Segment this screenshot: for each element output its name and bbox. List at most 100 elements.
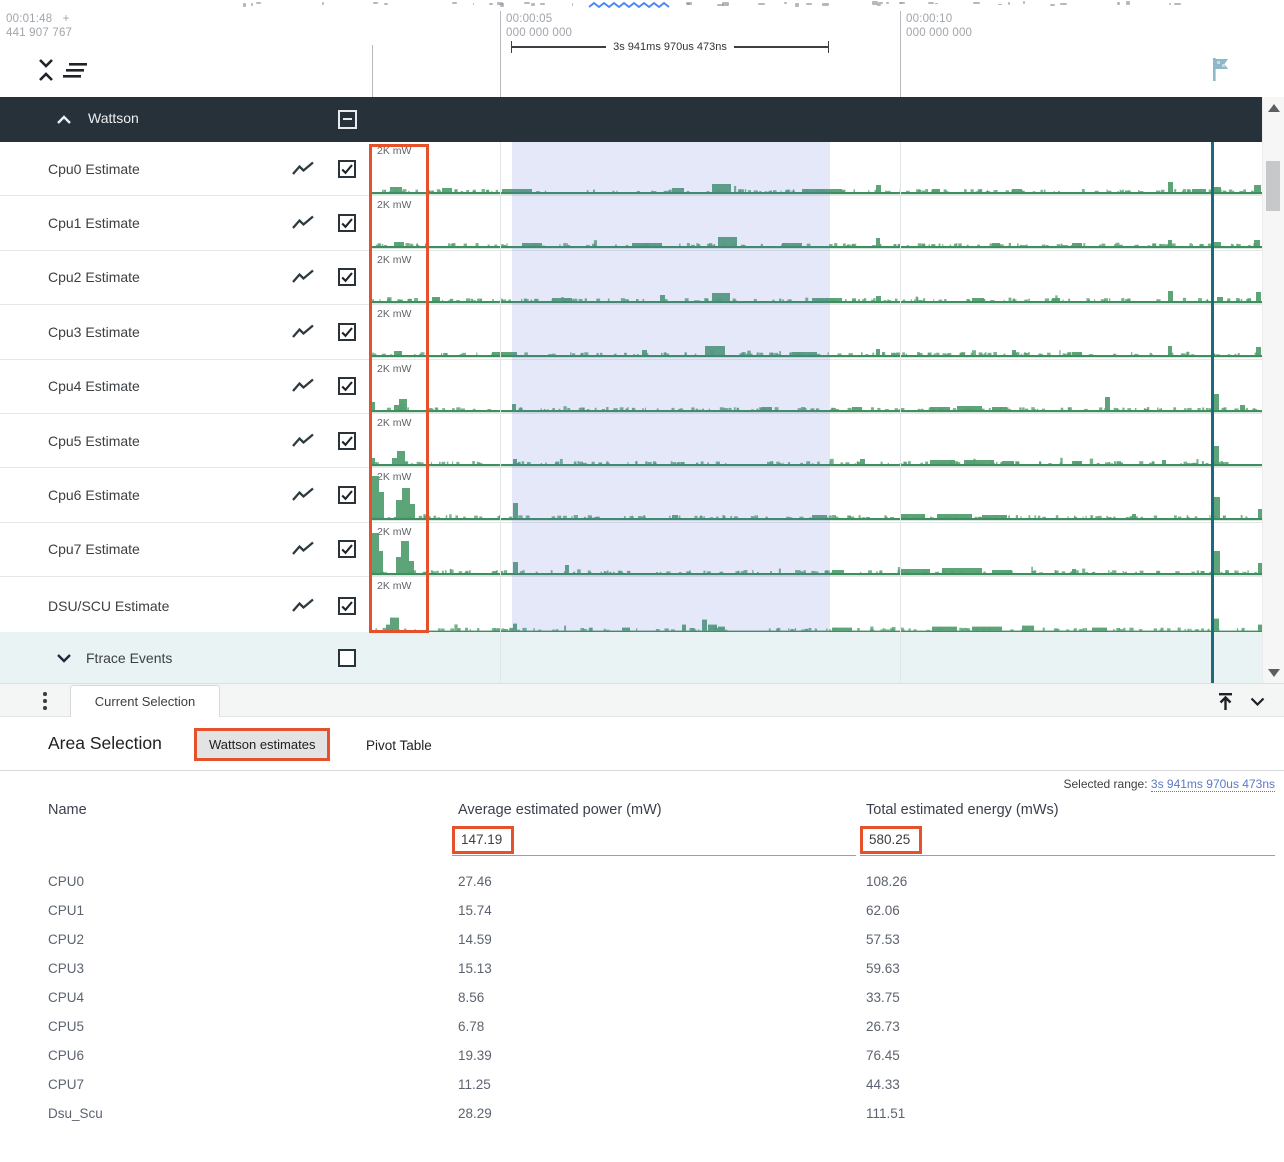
area-selection-panel: Area Selection Wattson estimates Pivot T… xyxy=(0,717,1284,1162)
table-row[interactable]: CPU4 8.56 33.75 xyxy=(0,983,1284,1012)
line-chart-icon xyxy=(292,542,314,556)
cell-avg-power: 15.13 xyxy=(458,961,492,976)
checkbox-checked[interactable] xyxy=(338,431,356,450)
scrollbar-thumb[interactable] xyxy=(1266,161,1280,211)
cell-name: CPU7 xyxy=(48,1077,85,1092)
checkbox-checked[interactable] xyxy=(338,377,356,396)
chevron-down-icon[interactable] xyxy=(1250,697,1265,706)
chevron-up-icon[interactable] xyxy=(56,115,72,125)
checkbox-checked[interactable] xyxy=(338,268,356,287)
table-row[interactable]: CPU2 14.59 57.53 xyxy=(0,925,1284,954)
power-estimate-waveform[interactable] xyxy=(372,522,1262,576)
track-row-cpu6-estimate[interactable]: Cpu6 Estimate 2K mW xyxy=(0,467,1262,523)
table-row[interactable]: CPU5 6.78 26.73 xyxy=(0,1012,1284,1041)
track-row-cpu4-estimate[interactable]: Cpu4 Estimate 2K mW xyxy=(0,359,1262,414)
power-estimate-waveform[interactable] xyxy=(372,467,1262,521)
track-row-cpu7-estimate[interactable]: Cpu7 Estimate 2K mW xyxy=(0,522,1262,578)
table-row[interactable]: CPU3 15.13 59.63 xyxy=(0,954,1284,983)
clipped-glyph-mark xyxy=(1168,2,1172,5)
cell-total-energy: 62.06 xyxy=(866,903,900,918)
clipped-glyph-mark xyxy=(899,2,906,5)
clipped-glyph-mark xyxy=(877,3,881,6)
power-estimate-waveform[interactable] xyxy=(372,195,1262,249)
cell-avg-power: 6.78 xyxy=(458,1019,485,1034)
cell-name: CPU1 xyxy=(48,903,85,918)
power-estimate-waveform[interactable] xyxy=(372,141,1262,195)
cell-name: CPU2 xyxy=(48,932,85,947)
power-estimate-waveform[interactable] xyxy=(372,576,1262,634)
area-selection-overlay[interactable] xyxy=(512,142,830,632)
power-estimate-waveform[interactable] xyxy=(372,359,1262,413)
collapse-tracks-icon[interactable] xyxy=(37,56,55,84)
clipped-glyph-mark xyxy=(758,2,766,6)
checkbox-checked[interactable] xyxy=(338,596,356,615)
clipped-glyph-mark xyxy=(1060,2,1068,5)
clipped-glyph-mark xyxy=(927,1,935,5)
timeline-gridline xyxy=(900,142,901,683)
group-title: Wattson xyxy=(88,110,139,126)
track-group-ftrace-events[interactable]: Ftrace Events xyxy=(0,632,1262,683)
group-title: Ftrace Events xyxy=(86,649,173,666)
track-row-cpu3-estimate[interactable]: Cpu3 Estimate 2K mW xyxy=(0,304,1262,360)
power-estimate-waveform[interactable] xyxy=(372,304,1262,358)
table-row[interactable]: CPU7 11.25 44.33 xyxy=(0,1070,1284,1099)
cell-total-energy: 76.45 xyxy=(866,1048,900,1063)
line-chart-icon xyxy=(292,324,314,338)
table-row[interactable]: CPU0 27.46 108.26 xyxy=(0,867,1284,896)
tab-wattson-estimates[interactable]: Wattson estimates xyxy=(197,731,328,758)
cell-total-energy: 108.26 xyxy=(866,874,908,889)
selected-range-link[interactable]: 3s 941ms 970us 473ns xyxy=(1150,777,1275,792)
cell-avg-power: 11.25 xyxy=(458,1077,491,1092)
checkbox-indeterminate[interactable] xyxy=(338,110,357,129)
cell-total-energy: 44.33 xyxy=(866,1077,900,1092)
sort-tracks-icon[interactable] xyxy=(62,62,88,79)
track-group-wattson[interactable]: Wattson xyxy=(0,97,1262,142)
scrollbar-down-arrow[interactable] xyxy=(1268,669,1280,677)
power-estimate-waveform[interactable] xyxy=(372,413,1262,467)
line-chart-icon xyxy=(292,433,314,447)
checkbox-empty[interactable] xyxy=(338,648,356,667)
selection-duration-ruler: 3s 941ms 970us 473ns xyxy=(511,40,829,54)
table-row[interactable]: Dsu_Scu 28.29 111.51 xyxy=(0,1099,1284,1128)
checkbox-checked[interactable] xyxy=(338,214,356,233)
clipped-glyph-mark xyxy=(383,2,389,6)
checkbox-checked[interactable] xyxy=(338,322,356,341)
timeline-scrollbar[interactable] xyxy=(1262,97,1284,683)
track-title: Cpu2 Estimate xyxy=(48,269,140,286)
track-scale-label: 2K mW xyxy=(377,308,412,321)
checkbox-checked[interactable] xyxy=(338,486,356,505)
tab-current-selection[interactable]: Current Selection xyxy=(70,685,220,717)
track-title: Cpu0 Estimate xyxy=(48,160,140,177)
tab-pivot-table[interactable]: Pivot Table xyxy=(366,738,432,753)
cell-avg-power: 8.56 xyxy=(458,990,485,1005)
flag-icon[interactable] xyxy=(1211,57,1232,81)
kebab-menu-icon[interactable] xyxy=(42,691,48,711)
track-row-cpu5-estimate[interactable]: Cpu5 Estimate 2K mW xyxy=(0,413,1262,469)
clipped-glyph-mark xyxy=(934,2,938,5)
column-header-name: Name xyxy=(48,802,87,818)
clipped-glyph-mark xyxy=(1023,1,1025,5)
track-scale-label: 2K mW xyxy=(377,417,412,429)
track-row-cpu0-estimate[interactable]: Cpu0 Estimate 2K mW xyxy=(0,141,1262,197)
power-estimate-waveform[interactable] xyxy=(372,250,1262,304)
clipped-glyph-mark xyxy=(489,2,493,5)
track-row-cpu2-estimate[interactable]: Cpu2 Estimate 2K mW xyxy=(0,250,1262,306)
track-title: Cpu7 Estimate xyxy=(48,541,140,558)
table-row[interactable]: CPU1 15.74 62.06 xyxy=(0,896,1284,925)
clipped-glyph-mark xyxy=(871,1,878,6)
scroll-to-top-icon[interactable] xyxy=(1216,692,1235,711)
track-scale-label: 2K mW xyxy=(377,525,412,538)
timeline-gridline xyxy=(500,142,501,683)
scrollbar-up-arrow[interactable] xyxy=(1268,104,1280,112)
track-row-cpu1-estimate[interactable]: Cpu1 Estimate 2K mW xyxy=(0,195,1262,251)
checkbox-checked[interactable] xyxy=(338,540,356,559)
track-row-dsu-scu-estimate[interactable]: DSU/SCU Estimate 2K mW xyxy=(0,576,1262,636)
clipped-text-remnant xyxy=(0,0,1284,9)
cell-total-energy: 111.51 xyxy=(866,1106,906,1121)
clipped-glyph-mark xyxy=(998,3,1003,6)
chevron-down-icon[interactable] xyxy=(56,653,72,663)
table-row[interactable]: CPU6 19.39 76.45 xyxy=(0,1041,1284,1070)
checkbox-checked[interactable] xyxy=(338,159,356,178)
timeline-ruler[interactable]: 00:01:48 + 441 907 767 00:00:05 000 000 … xyxy=(0,9,1284,97)
